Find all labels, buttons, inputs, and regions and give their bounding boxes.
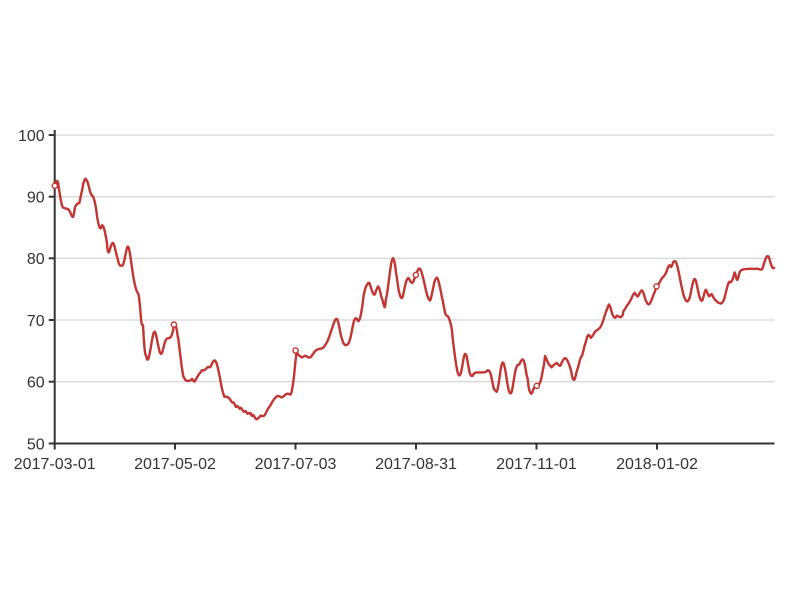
svg-text:90: 90 <box>27 190 45 207</box>
svg-text:50: 50 <box>27 436 45 453</box>
svg-text:60: 60 <box>27 375 45 392</box>
svg-text:2018-01-02: 2018-01-02 <box>616 456 698 473</box>
svg-text:80: 80 <box>27 251 45 268</box>
svg-text:2017-08-31: 2017-08-31 <box>375 456 457 473</box>
svg-text:70: 70 <box>27 313 45 330</box>
svg-text:100: 100 <box>18 128 45 145</box>
svg-text:2017-11-01: 2017-11-01 <box>496 456 577 473</box>
svg-text:2017-05-02: 2017-05-02 <box>134 456 216 473</box>
svg-text:2017-07-03: 2017-07-03 <box>255 456 337 473</box>
svg-text:2017-03-01: 2017-03-01 <box>14 456 96 473</box>
